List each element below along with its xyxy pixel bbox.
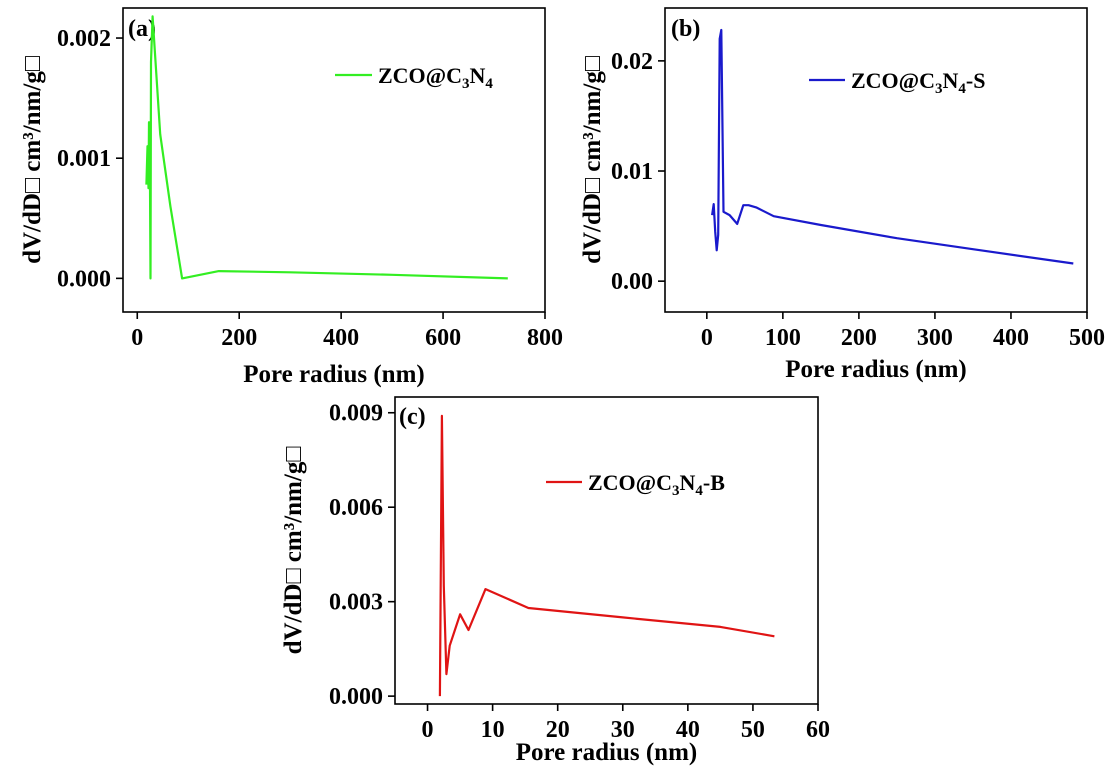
series-line <box>438 414 775 697</box>
x-tick-label: 10 <box>481 717 505 743</box>
x-tick-label: 500 <box>1069 325 1105 351</box>
legend-text-part: -B <box>703 470 725 495</box>
y-axis-title: dV/dD□ cm³/nm/g□ <box>19 55 46 264</box>
chart-panel-c: 0 10 20 30 40 50 60 0.000 0.003 0.006 0.009 Pore ra… <box>280 396 830 766</box>
legend-subscript: 4 <box>958 81 966 97</box>
x-tick-label: 800 <box>527 325 563 351</box>
legend-label: ZCO@C3N4-B <box>588 470 725 499</box>
x-tick-label: 200 <box>221 325 257 351</box>
plot-frame <box>394 396 819 705</box>
legend-subscript: 4 <box>485 76 493 92</box>
legend-subscript: 3 <box>672 483 680 499</box>
x-tick-label: 600 <box>425 325 461 351</box>
x-tick-label: 40 <box>676 717 700 743</box>
panel-label: (b) <box>671 16 700 42</box>
y-tick-label: 0.003 <box>329 590 383 616</box>
x-tick-label: 60 <box>806 717 830 743</box>
x-tick-label: 30 <box>611 717 635 743</box>
legend-text-part: ZCO@C <box>378 63 462 88</box>
y-tick-label: 0.001 <box>57 146 111 172</box>
legend-subscript: 3 <box>935 81 943 97</box>
series-line <box>145 15 508 280</box>
x-tick-label: 0 <box>422 717 434 743</box>
y-tick-label: 0.000 <box>329 684 383 710</box>
x-tick-label: 300 <box>917 325 953 351</box>
y-tick-label: 0.02 <box>611 49 653 75</box>
legend-text-part: N <box>470 63 486 88</box>
x-tick-label: 200 <box>841 325 877 351</box>
x-tick-label: 50 <box>741 717 765 743</box>
series-line <box>711 28 1074 265</box>
y-tick-label: 0.009 <box>329 401 383 427</box>
legend-subscript: 4 <box>695 483 703 499</box>
x-axis-title: Pore radius (nm) <box>516 739 697 766</box>
x-axis-title: Pore radius (nm) <box>785 356 966 383</box>
y-tick-label: 0.002 <box>57 26 111 52</box>
legend-subscript: 3 <box>462 76 470 92</box>
x-tick-label: 20 <box>546 717 570 743</box>
y-tick-label: 0.000 <box>57 266 111 292</box>
legend-text-part: ZCO@C <box>851 68 935 93</box>
y-tick-label: 0.01 <box>611 159 653 185</box>
y-tick-label: 0.00 <box>611 269 653 295</box>
y-tick-label: 0.006 <box>329 495 383 521</box>
plot-frame <box>122 7 546 313</box>
legend-label: ZCO@C3N4 <box>378 63 493 92</box>
y-axis-title: dV/dD□ cm³/nm/g□ <box>579 55 606 264</box>
legend-text-part: N <box>680 470 696 495</box>
chart-panel-b: 0 100 200 300 400 500 0.00 0.01 0.02 Pore radius … <box>579 7 1105 383</box>
chart-panel-a: 0 200 400 600 800 0.000 0.001 0.002 Pore radius … <box>19 7 563 388</box>
legend-label: ZCO@C3N4-S <box>851 68 985 97</box>
legend-text-part: N <box>943 68 959 93</box>
y-axis-title: dV/dD□ cm³/nm/g□ <box>280 446 307 655</box>
legend-text-part: ZCO@C <box>588 470 672 495</box>
x-tick-label: 400 <box>993 325 1029 351</box>
x-tick-label: 0 <box>701 325 713 351</box>
x-axis-title: Pore radius (nm) <box>243 361 424 388</box>
plot-frame <box>664 7 1088 313</box>
x-tick-label: 400 <box>323 325 359 351</box>
x-tick-label: 100 <box>765 325 801 351</box>
legend-text-part: -S <box>966 68 986 93</box>
panel-label: (c) <box>399 404 426 430</box>
x-tick-label: 0 <box>131 325 143 351</box>
